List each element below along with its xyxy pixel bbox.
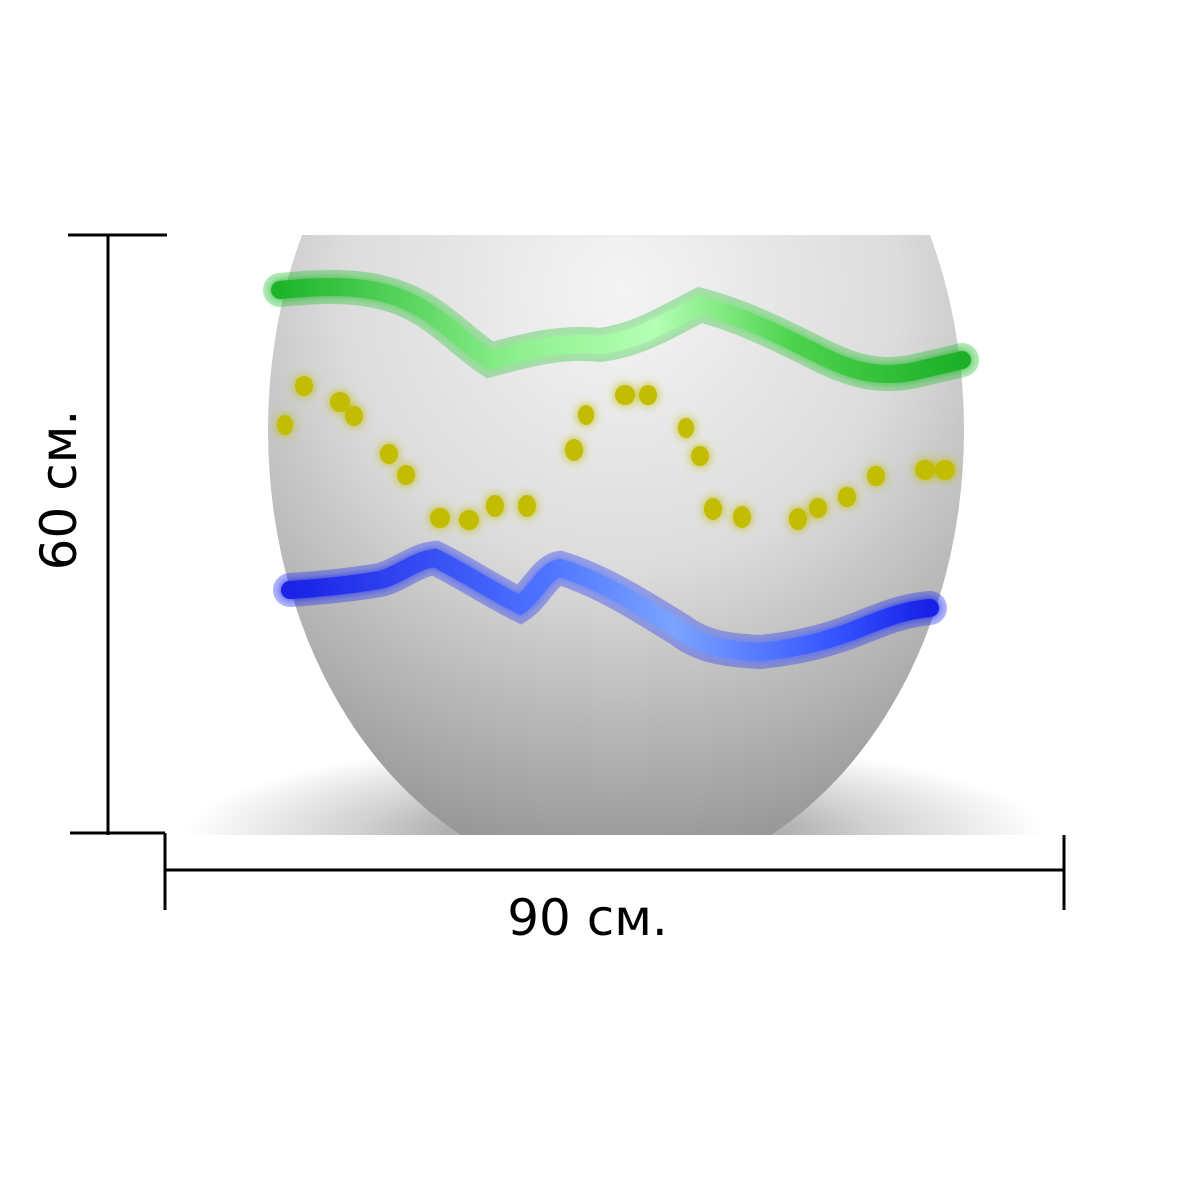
- green-stripe: [271, 278, 971, 384]
- dot: [380, 444, 398, 464]
- height-dimension-label: 60 см.: [30, 409, 88, 571]
- dot: [678, 418, 694, 438]
- dot: [809, 498, 827, 518]
- width-dimension: [163, 833, 1066, 910]
- dot: [935, 460, 955, 480]
- height-dimension: [68, 233, 167, 835]
- dot: [915, 460, 935, 480]
- dot: [486, 495, 504, 517]
- dot: [691, 446, 709, 466]
- dot: [397, 465, 415, 485]
- width-dimension-label: 90 см.: [507, 889, 668, 947]
- dot: [704, 498, 722, 520]
- dot: [459, 510, 479, 530]
- dot: [639, 385, 657, 405]
- egg-group: [175, 235, 1055, 835]
- dot: [733, 506, 751, 528]
- dot: [295, 376, 313, 396]
- dot: [565, 439, 583, 461]
- blue-stripe: [281, 548, 939, 662]
- dot: [838, 487, 856, 507]
- dot: [578, 405, 594, 425]
- dot: [330, 392, 350, 412]
- yellow-dots: [277, 376, 955, 530]
- dot: [789, 508, 807, 530]
- dot: [345, 406, 363, 426]
- dot: [615, 385, 635, 405]
- dot: [430, 508, 450, 528]
- dot: [867, 466, 885, 486]
- dot: [518, 495, 536, 517]
- dot: [277, 415, 293, 435]
- egg-shell: [268, 235, 964, 835]
